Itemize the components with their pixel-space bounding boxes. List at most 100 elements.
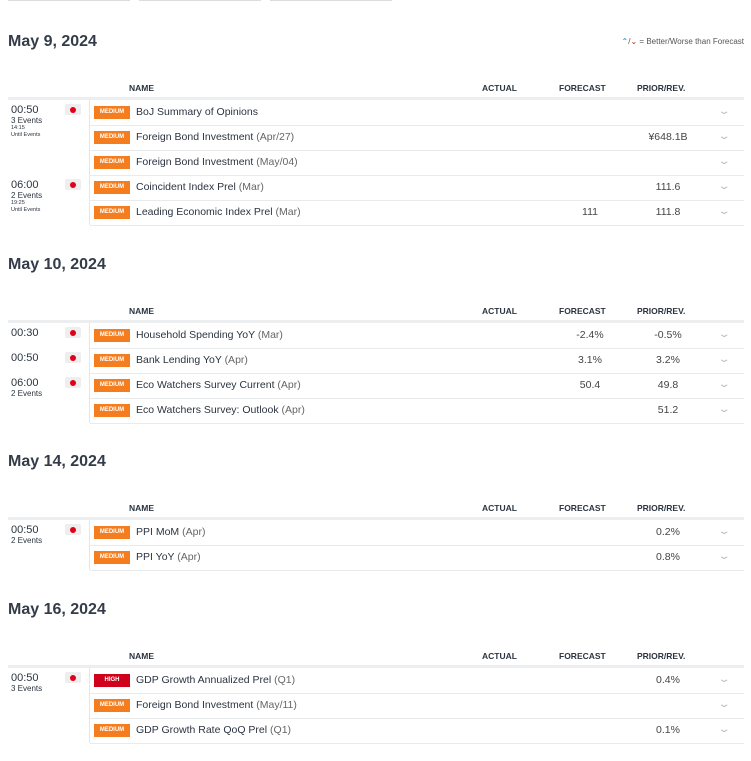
chevron-down-icon[interactable]: ⌄ <box>717 699 731 710</box>
chevron-down-icon[interactable]: ⌄ <box>717 674 731 685</box>
col-forecast: FORECAST <box>559 83 606 93</box>
day-title: May 14, 2024 <box>8 453 106 470</box>
event-row[interactable]: MEDIUM Foreign Bond Investment (May/04) ⌄ <box>90 150 744 176</box>
event-title: Eco Watchers Survey Current <box>136 379 275 391</box>
time-group: 00:30 MEDIUM Household Spending YoY (Mar) -… <box>8 323 744 349</box>
japan-flag-icon <box>65 672 81 683</box>
event-row[interactable]: MEDIUM BoJ Summary of Opinions ⌄ <box>90 100 744 126</box>
chevron-down-icon[interactable]: ⌄ <box>717 206 731 217</box>
event-name[interactable]: GDP Growth Annualized Prel (Q1) <box>136 674 295 686</box>
prior-value: 0.1% <box>656 724 680 736</box>
prior-value: 111.8 <box>655 206 681 218</box>
time-cell: 00:50 3 Events 14:15 Until Events <box>11 104 42 139</box>
worse-arrow-icon: ⌄ <box>630 37 638 46</box>
event-name[interactable]: PPI MoM (Apr) <box>136 526 205 538</box>
chevron-down-icon[interactable]: ⌄ <box>717 724 731 735</box>
time-cell: 00:30 <box>11 327 39 339</box>
event-name[interactable]: Coincident Index Prel (Mar) <box>136 181 264 193</box>
chevron-down-icon[interactable]: ⌄ <box>717 526 731 537</box>
day-title: May 9, 2024 <box>8 33 97 50</box>
event-period: (Mar) <box>257 329 283 341</box>
chevron-down-icon[interactable]: ⌄ <box>717 329 731 340</box>
event-row[interactable]: MEDIUM Bank Lending YoY (Apr) 3.1% 3.2% ⌄ <box>90 348 744 374</box>
prior-value: 51.2 <box>657 404 679 416</box>
forecast-value: 3.1% <box>578 354 602 366</box>
chevron-down-icon[interactable]: ⌄ <box>717 156 731 167</box>
time-group: 06:00 2 Events MEDIUM Eco Watchers Survey C… <box>8 373 744 424</box>
col-forecast: FORECAST <box>559 651 606 661</box>
event-row[interactable]: MEDIUM Eco Watchers Survey Current (Apr) 5… <box>90 373 744 399</box>
impact-badge: MEDIUM <box>94 181 130 194</box>
event-name[interactable]: Foreign Bond Investment (May/11) <box>136 699 297 711</box>
col-actual: ACTUAL <box>482 83 517 93</box>
impact-badge: MEDIUM <box>94 329 130 342</box>
event-title: Household Spending YoY <box>136 329 255 341</box>
chevron-down-icon[interactable]: ⌄ <box>717 404 731 415</box>
forecast-value: 111 <box>582 206 598 218</box>
event-count: 3 Events <box>11 684 43 693</box>
col-forecast: FORECAST <box>559 306 606 316</box>
event-period: (Q1) <box>270 724 292 736</box>
event-row[interactable]: MEDIUM Foreign Bond Investment (May/11) ⌄ <box>90 693 744 719</box>
impact-badge: MEDIUM <box>94 699 130 712</box>
col-name: NAME <box>129 306 155 316</box>
col-actual: ACTUAL <box>482 503 517 513</box>
prior-value: 0.2% <box>656 526 680 538</box>
event-name[interactable]: Eco Watchers Survey: Outlook (Apr) <box>136 404 305 416</box>
chevron-down-icon[interactable]: ⌄ <box>717 131 731 142</box>
event-name[interactable]: Bank Lending YoY (Apr) <box>136 354 248 366</box>
chevron-down-icon[interactable]: ⌄ <box>717 181 731 192</box>
event-name[interactable]: Leading Economic Index Prel (Mar) <box>136 206 301 218</box>
event-name[interactable]: Foreign Bond Investment (May/04) <box>136 156 298 168</box>
event-title: Foreign Bond Investment <box>136 156 254 168</box>
table-header: NAME ACTUAL FORECAST PRIOR/REV. <box>8 83 744 95</box>
header-divider <box>8 665 744 668</box>
event-row[interactable]: MEDIUM Eco Watchers Survey: Outlook (Apr)… <box>90 398 744 424</box>
chevron-down-icon[interactable]: ⌄ <box>717 354 731 365</box>
event-row[interactable]: MEDIUM PPI YoY (Apr) 0.8% ⌄ <box>90 545 744 571</box>
countdown-label: Until Events <box>11 132 41 138</box>
event-name[interactable]: BoJ Summary of Opinions <box>136 106 258 118</box>
column-divider <box>89 520 90 570</box>
event-time: 00:50 <box>11 352 39 364</box>
event-name[interactable]: Eco Watchers Survey Current (Apr) <box>136 379 301 391</box>
event-time: 06:00 <box>11 377 39 389</box>
event-name[interactable]: PPI YoY (Apr) <box>136 551 201 563</box>
chevron-down-icon[interactable]: ⌄ <box>717 551 731 562</box>
event-row[interactable]: MEDIUM PPI MoM (Apr) 0.2% ⌄ <box>90 520 744 546</box>
japan-flag-icon <box>65 524 81 535</box>
time-cell: 00:50 <box>11 352 39 364</box>
event-name[interactable]: Foreign Bond Investment (Apr/27) <box>136 131 294 143</box>
event-name[interactable]: Household Spending YoY (Mar) <box>136 329 283 341</box>
top-tabs-edge <box>0 0 751 2</box>
time-cell: 06:00 2 Events 19:25 Until Events <box>11 179 42 214</box>
header-divider <box>8 97 744 100</box>
prior-value: 3.2% <box>656 354 680 366</box>
event-period: (Apr) <box>277 379 301 391</box>
event-title: Bank Lending YoY <box>136 354 222 366</box>
event-row[interactable]: MEDIUM Foreign Bond Investment (Apr/27) ¥6… <box>90 125 744 151</box>
event-row[interactable]: MEDIUM Household Spending YoY (Mar) -2.4% -… <box>90 323 744 349</box>
event-row[interactable]: MEDIUM Leading Economic Index Prel (Mar) 1… <box>90 200 744 226</box>
event-count: 3 Events <box>11 116 43 125</box>
time-group: 00:50 3 Events HIGH GDP Growth Annualized P… <box>8 668 744 744</box>
event-row[interactable]: MEDIUM Coincident Index Prel (Mar) 111.6 ⌄ <box>90 175 744 201</box>
event-period: (Apr) <box>281 404 305 416</box>
prior-value: 49.8 <box>657 379 679 391</box>
event-title: PPI YoY <box>136 551 175 563</box>
time-cell: 00:50 3 Events <box>11 672 42 693</box>
event-title: Leading Economic Index Prel <box>136 206 273 218</box>
column-divider <box>89 100 90 175</box>
chevron-down-icon[interactable]: ⌄ <box>717 379 731 390</box>
time-group: 00:50 3 Events 14:15 Until Events MEDIUM BoJ … <box>8 100 744 176</box>
impact-badge: MEDIUM <box>94 156 130 169</box>
event-count: 2 Events <box>11 389 43 398</box>
event-row[interactable]: HIGH GDP Growth Annualized Prel (Q1) 0.4% ⌄ <box>90 668 744 694</box>
event-row[interactable]: MEDIUM GDP Growth Rate QoQ Prel (Q1) 0.1% ⌄ <box>90 718 744 744</box>
chevron-down-icon[interactable]: ⌄ <box>717 106 731 117</box>
col-prior: PRIOR/REV. <box>637 306 686 316</box>
event-time: 00:50 <box>11 524 39 536</box>
impact-badge: MEDIUM <box>94 354 130 367</box>
event-name[interactable]: GDP Growth Rate QoQ Prel (Q1) <box>136 724 291 736</box>
event-period: (Apr) <box>224 354 248 366</box>
